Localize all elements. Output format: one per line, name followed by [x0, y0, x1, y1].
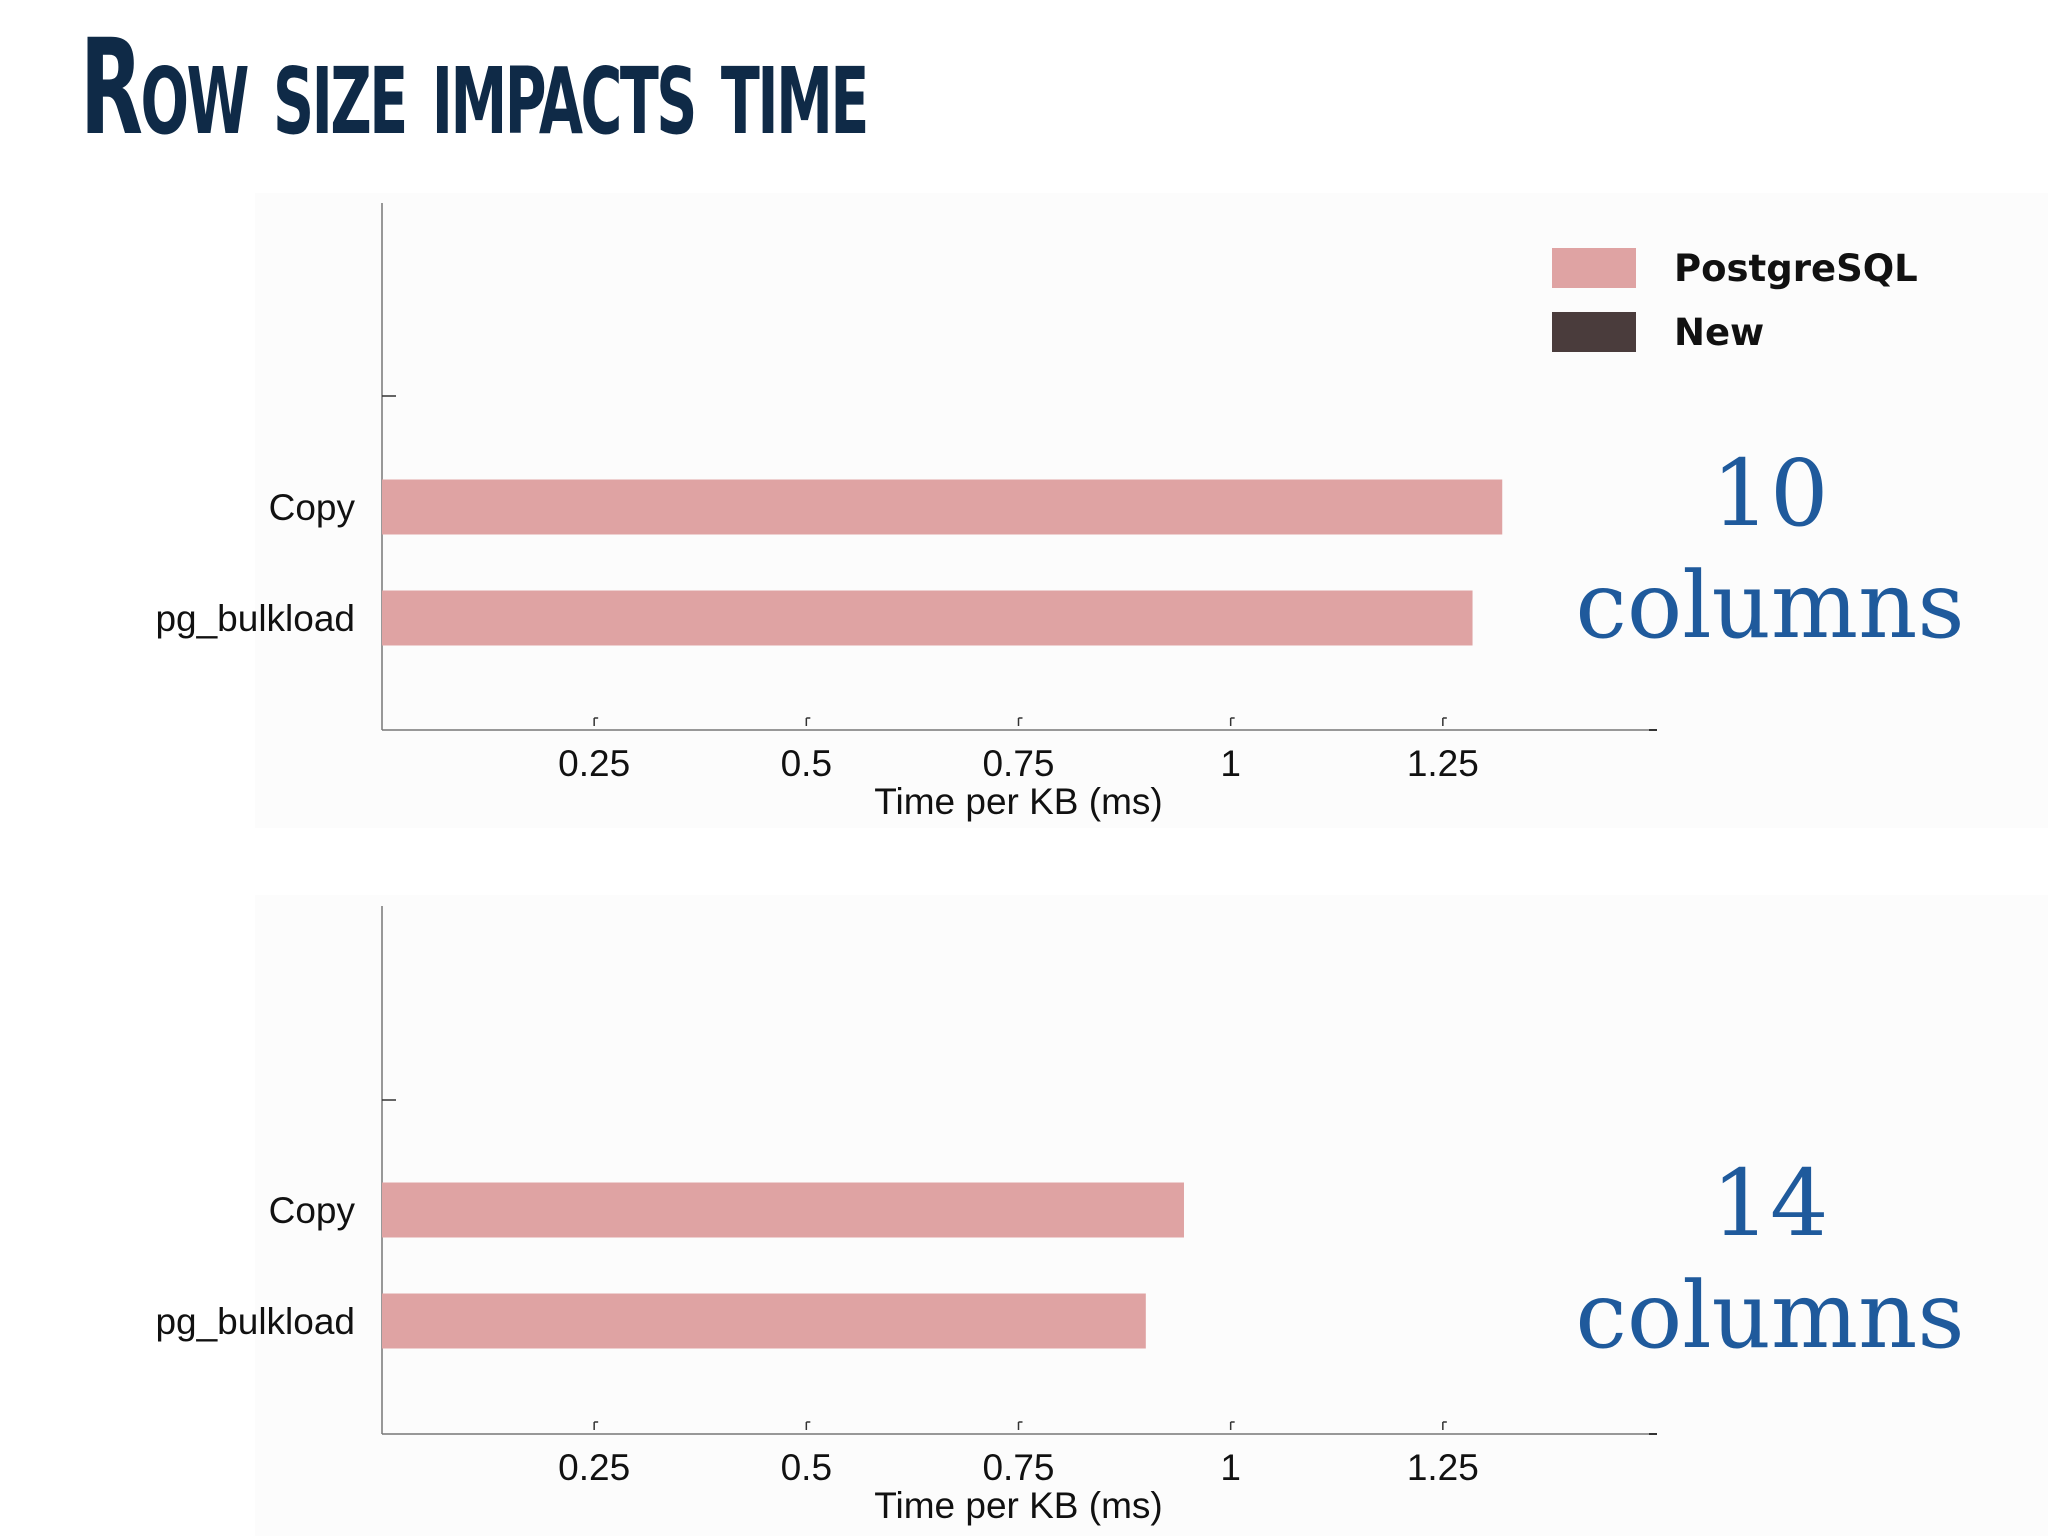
legend-swatch-new [1552, 312, 1636, 352]
x-tick-label: 1 [1220, 743, 1241, 784]
x-tick-label: 0.25 [558, 743, 630, 784]
x-tick-label: 0.25 [558, 1447, 630, 1488]
legend-label: New [1674, 310, 1765, 354]
slide-title: Row size impacts time [80, 11, 869, 165]
category-label: Copy [269, 487, 356, 528]
bar-copy [382, 479, 1503, 535]
category-label: Copy [269, 1190, 356, 1231]
annotation-number: 14 [1711, 1150, 1829, 1257]
category-label: pg_bulkload [155, 1301, 355, 1342]
legend-item-postgresql: PostgreSQL [1552, 236, 1918, 300]
x-tick-label: 1.25 [1407, 1447, 1479, 1488]
bar-pg-bulkload [382, 1293, 1146, 1349]
x-tick-label: 1 [1220, 1447, 1241, 1488]
x-tick-label: 0.75 [982, 743, 1054, 784]
annotation-14-columns: 14 columns [1560, 1148, 1980, 1372]
category-label: pg_bulkload [155, 598, 355, 639]
annotation-number: 10 [1711, 440, 1829, 547]
annotation-10-columns: 10 columns [1560, 438, 1980, 662]
chart-legend: PostgreSQL New [1552, 236, 1918, 364]
legend-label: PostgreSQL [1674, 246, 1918, 290]
x-tick-label: 0.5 [781, 743, 832, 784]
legend-swatch-postgresql [1552, 248, 1636, 288]
bar-pg-bulkload [382, 590, 1473, 646]
annotation-unit: columns [1575, 552, 1965, 659]
legend-item-new: New [1552, 300, 1918, 364]
x-axis-label: Time per KB (ms) [874, 1485, 1162, 1526]
annotation-unit: columns [1575, 1262, 1965, 1369]
x-axis-label: Time per KB (ms) [874, 781, 1162, 822]
x-tick-label: 1.25 [1407, 743, 1479, 784]
bar-copy [382, 1182, 1184, 1238]
x-tick-label: 0.5 [781, 1447, 832, 1488]
x-tick-label: 0.75 [982, 1447, 1054, 1488]
